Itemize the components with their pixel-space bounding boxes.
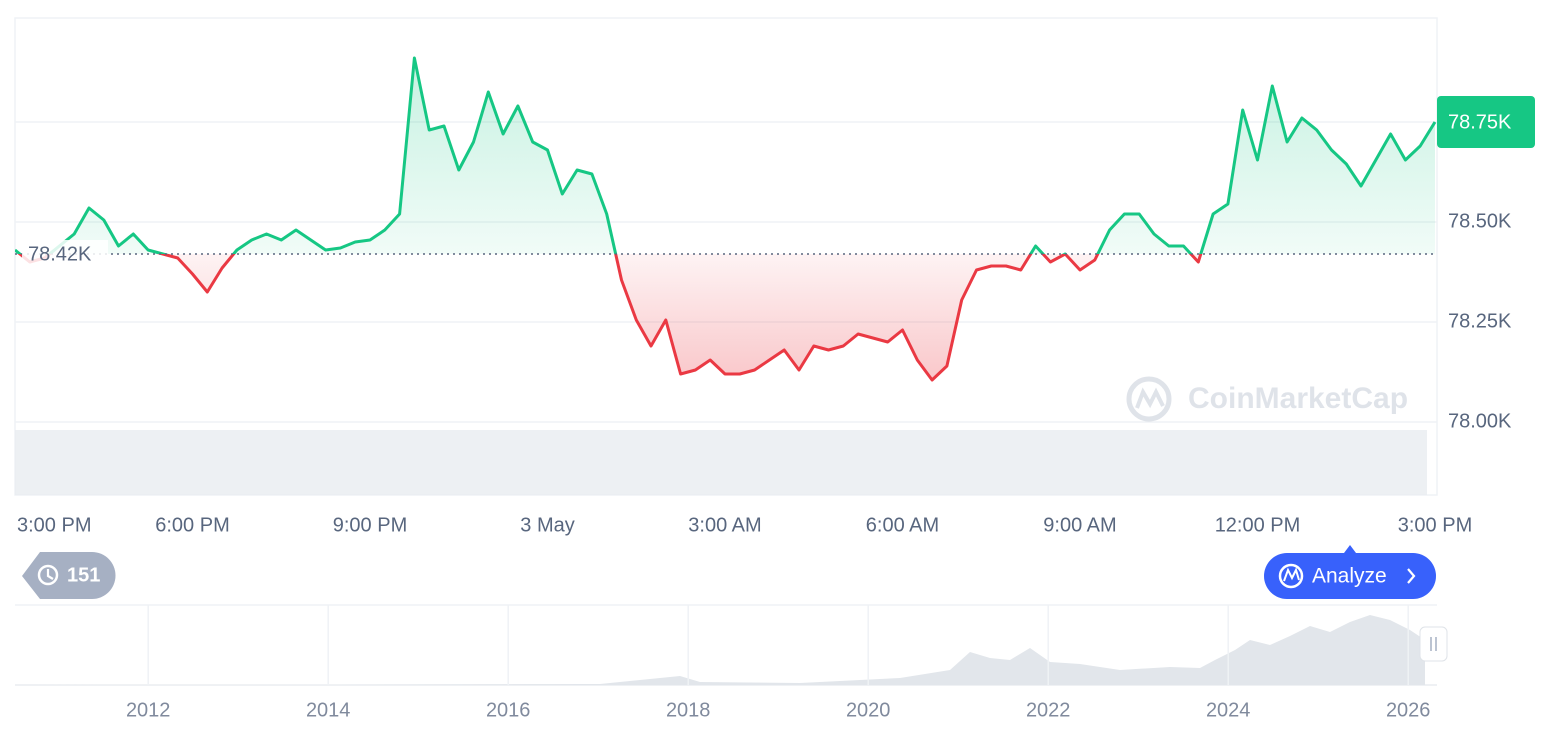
y-tick-label: 78.00K [1448,410,1512,432]
current-price-tag [1437,96,1535,148]
navigator-tick-label: 2020 [846,699,891,721]
x-tick-label: 3:00 AM [688,514,761,536]
baseline-label-bg [22,240,108,268]
x-tick-label: 6:00 AM [866,514,939,536]
navigator-area [15,615,1425,685]
navigator-tick-label: 2026 [1386,699,1431,721]
history-button[interactable]: 151 [22,552,116,599]
x-tick-label: 6:00 PM [155,514,229,536]
watermark-text: CoinMarketCap [1188,382,1408,415]
analyze-label: Analyze [1312,565,1387,588]
analyze-button[interactable]: Analyze [1264,545,1436,599]
volume-band [15,430,1427,495]
navigator-tick-label: 2012 [126,699,171,721]
x-tick-label: 9:00 PM [333,514,407,536]
navigator-handle[interactable] [1419,626,1448,662]
x-tick-label: 12:00 PM [1215,514,1301,536]
x-tick-label: 3:00 PM [17,514,91,536]
navigator-tick-label: 2014 [306,699,351,721]
x-tick-label: 3 May [520,514,574,536]
x-tick-label: 3:00 PM [1398,514,1472,536]
y-tick-label: 78.25K [1448,310,1512,332]
navigator-tick-label: 2018 [666,699,711,721]
watermark: CoinMarketCap [1126,376,1408,422]
navigator-tick-label: 2022 [1026,699,1071,721]
navigator-tick-label: 2016 [486,699,531,721]
x-tick-label: 9:00 AM [1043,514,1116,536]
price-line [15,56,1437,382]
y-tick-label: 78.50K [1448,210,1512,232]
navigator-tick-label: 2024 [1206,699,1251,721]
history-count: 151 [67,564,100,586]
price-area [15,58,1435,380]
current-price-label: 78.75K [1448,111,1512,133]
baseline-label: 78.42K [28,243,92,265]
